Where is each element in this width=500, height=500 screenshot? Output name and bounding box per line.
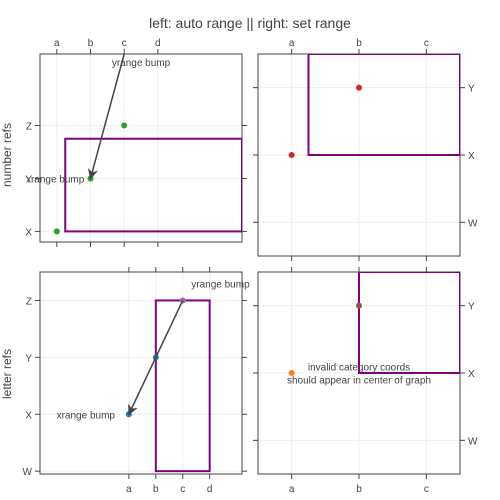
subplot-top-right: a b c W X Y <box>253 38 478 261</box>
rect-shape <box>358 272 460 374</box>
x-tick-label: b <box>356 484 362 495</box>
y-tick-label: Y <box>25 353 32 364</box>
x-tick-label: c <box>424 38 429 49</box>
data-point <box>356 84 362 91</box>
y-tick-label: Z <box>26 296 32 307</box>
annotation-text: should appear in center of graph <box>287 376 431 387</box>
annotation-arrow <box>87 53 125 180</box>
y-tick-label: Y <box>468 302 475 313</box>
x-tick-label: a <box>289 484 295 495</box>
x-tick-label: b <box>153 484 159 495</box>
annotation-text: yrange bump <box>191 279 250 290</box>
plot-frame <box>39 271 243 475</box>
row-title-number-refs: number refs <box>0 123 14 187</box>
y-tick-label: X <box>468 151 475 162</box>
x-tick-label: b <box>356 38 362 49</box>
data-point <box>53 228 60 235</box>
x-tick-label: c <box>180 484 185 495</box>
shape-layer <box>307 54 460 156</box>
rect-shape <box>307 54 460 156</box>
y-tick-label: X <box>25 410 32 421</box>
x-tick-label: d <box>207 484 213 495</box>
annotation-text: xrange bump <box>57 410 116 421</box>
x-tick-label: c <box>122 38 127 49</box>
y-tick-label: X <box>25 227 32 238</box>
y-tick-label: X <box>468 369 475 380</box>
x-tick-label: b <box>88 38 94 49</box>
plot-frame <box>39 53 243 243</box>
y-tick-label: W <box>468 218 478 229</box>
annotation-text: invalid category coords <box>308 362 410 373</box>
shape-layer <box>64 137 242 233</box>
y-tick-label: W <box>468 436 478 447</box>
row-title-letter-refs: letter refs <box>0 349 14 399</box>
x-tick-label: a <box>289 38 295 49</box>
data-point <box>121 122 128 129</box>
data-point <box>288 370 295 376</box>
annotation-text: yrange bump <box>112 58 171 69</box>
y-tick-label: Y <box>25 174 32 185</box>
data-point <box>288 152 295 158</box>
annotation-text: xrange bump <box>26 174 85 185</box>
y-tick-label: W <box>23 467 33 478</box>
data-point <box>356 302 362 309</box>
rect-shape <box>64 137 242 233</box>
x-tick-label: c <box>424 484 429 495</box>
x-tick-label: a <box>126 484 132 495</box>
shape-layer <box>358 272 460 374</box>
y-tick-label: Z <box>26 121 32 132</box>
x-tick-label: a <box>54 38 60 49</box>
chart-title: left: auto range || right: set range <box>149 15 351 31</box>
y-tick-label: Y <box>468 84 475 95</box>
annotation-arrow <box>128 300 184 416</box>
x-tick-label: d <box>155 38 161 49</box>
